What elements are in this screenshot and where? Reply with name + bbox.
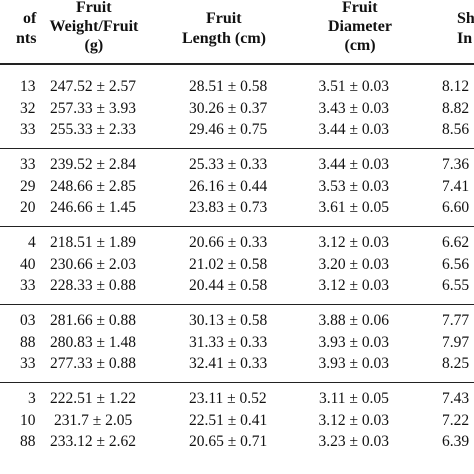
table-cell: 8.56 [442,121,470,138]
table-cell: 13 [20,78,36,95]
table-cell: 10 [20,411,36,429]
table-cell: 29.46 ± 0.75 [189,121,268,138]
table-cell: 3.12 ± 0.03 [318,234,390,251]
table-cell: 3.43 ± 0.03 [318,99,390,117]
table-cell: 20 [20,199,36,216]
table-cell: 20.65 ± 0.71 [189,433,268,450]
table-cell: 222.51 ± 1.22 [50,390,137,407]
table-cell: 3.88 ± 0.06 [318,312,390,329]
table-cell: 3.93 ± 0.03 [318,333,390,351]
table-cell: 230.66 ± 2.03 [50,255,137,273]
table-cell: 30.13 ± 0.58 [189,312,268,329]
table-cell: 25.33 ± 0.33 [189,156,268,173]
table-cell: 26.16 ± 0.44 [189,177,268,195]
table-cell: 8.82 [442,99,470,117]
table-cell: 23.83 ± 0.73 [189,199,268,216]
table-cell: 88 [20,333,36,351]
table-rule [0,63,474,65]
table-cell: 3.20 ± 0.03 [318,255,390,273]
table-cell: 20.44 ± 0.58 [189,277,268,294]
table-cell: 32.41 ± 0.33 [189,355,268,372]
table-cell: 3.51 ± 0.03 [318,78,390,95]
table-cell: 3.12 ± 0.03 [318,411,390,429]
table-cell: 3.12 ± 0.03 [318,277,390,294]
table-cell: 3.44 ± 0.03 [318,156,390,173]
table-rule [0,382,474,383]
table-cell: 6.55 [442,277,470,294]
table-cell: 239.52 ± 2.84 [50,156,137,173]
table-cell: 21.02 ± 0.58 [189,255,268,273]
table-cell: 7.97 [442,333,470,351]
table-cell: 7.36 [442,156,470,173]
table-cell: 88 [20,433,36,450]
table-cell: 33 [20,156,36,173]
table-cell: 3.61 ± 0.05 [318,199,390,216]
table-rule [0,226,474,227]
table-cell: 3.53 ± 0.03 [318,177,390,195]
table-rule [0,304,474,305]
table-cell: 3.44 ± 0.03 [318,121,390,138]
table-cell: 22.51 ± 0.41 [189,411,268,429]
table-cell: 257.33 ± 3.93 [50,99,137,117]
table-cell: 218.51 ± 1.89 [50,234,137,251]
column-header-diameter: (cm) [344,37,376,54]
table-cell: 231.7 ± 2.05 [54,411,133,429]
table-cell: 3 [28,390,36,407]
table-cell: 33 [20,277,36,294]
column-header-count: of [23,10,37,27]
table-cell: 247.52 ± 2.57 [50,78,137,95]
table-cell: 248.66 ± 2.85 [50,177,137,195]
table-cell: 31.33 ± 0.33 [189,333,268,351]
table-cell: 33 [20,355,36,372]
table-cell: 7.77 [442,312,470,329]
table-cell: 40 [20,255,36,273]
column-header-length: Fruit [206,10,242,27]
column-header-weight: Fruit [76,0,112,16]
column-header-weight: Weight/Fruit [49,18,139,35]
table-cell: 7.41 [442,177,470,195]
column-header-diameter: Fruit [342,0,378,16]
column-header-shape: In [457,30,473,47]
table-cell: 6.60 [442,199,470,216]
table-cell: 8.25 [442,355,470,372]
column-header-diameter: Diameter [328,18,392,35]
table-cell: 228.33 ± 0.88 [50,277,137,294]
table-cell: 33 [20,121,36,138]
table-cell: 28.51 ± 0.58 [189,78,268,95]
table-cell: 29 [20,177,36,195]
table-cell: 03 [20,312,36,329]
table-cell: 3.93 ± 0.03 [318,355,390,372]
table-cell: 7.43 [442,390,470,407]
table-cell: 4 [28,234,36,251]
column-header-weight: (g) [84,37,104,54]
column-header-count: nts [16,30,37,47]
table-cell: 233.12 ± 2.62 [50,433,137,450]
table-cell: 277.33 ± 0.88 [50,355,137,372]
table-cell: 6.39 [442,433,470,450]
table-rule [0,148,474,149]
table-cell: 6.56 [442,255,470,273]
table-cell: 3.11 ± 0.05 [319,390,389,407]
table-cell: 20.66 ± 0.33 [189,234,268,251]
table-cell: 6.62 [442,234,470,251]
table-cell: 8.12 [442,78,470,95]
table-cell: 280.83 ± 1.48 [50,333,137,351]
table-cell: 23.11 ± 0.52 [189,390,267,407]
table-cell: 246.66 ± 1.45 [50,199,137,216]
table-cell: 7.22 [442,411,470,429]
table-cell: 32 [20,99,36,117]
table-cell: 3.23 ± 0.03 [318,433,390,450]
table-cell: 30.26 ± 0.37 [189,99,268,117]
column-header-length: Length (cm) [182,30,266,47]
table-cell: 281.66 ± 0.88 [50,312,137,329]
column-header-shape: Sh [457,10,474,27]
table-cell: 255.33 ± 2.33 [50,121,137,138]
